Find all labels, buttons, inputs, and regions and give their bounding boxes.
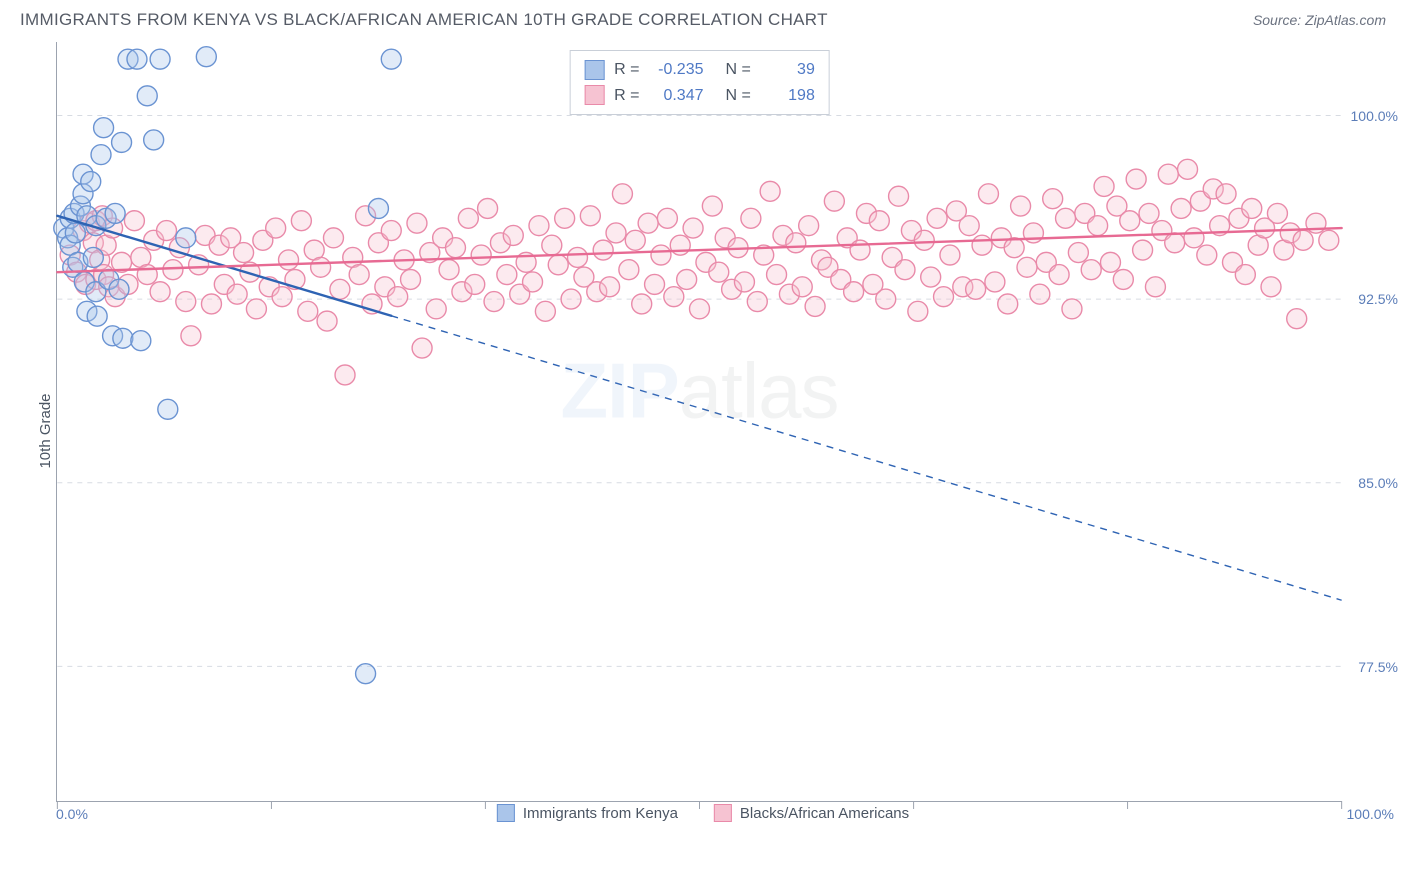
stats-r-label: R = — [614, 83, 639, 109]
stats-n-label: N = — [726, 83, 751, 109]
stats-n-value: 39 — [761, 57, 815, 83]
stats-row: R = 0.347 N = 198 — [584, 83, 815, 109]
stats-n-label: N = — [726, 57, 751, 83]
stats-r-label: R = — [614, 57, 639, 83]
legend-swatch — [714, 804, 732, 822]
legend-swatch — [497, 804, 515, 822]
y-tick-label: 100.0% — [1348, 108, 1398, 124]
stats-r-value: 0.347 — [650, 83, 704, 109]
stats-n-value: 198 — [761, 83, 815, 109]
chart-header: IMMIGRANTS FROM KENYA VS BLACK/AFRICAN A… — [0, 0, 1406, 36]
source-attribution: Source: ZipAtlas.com — [1253, 12, 1386, 28]
stats-swatch — [584, 60, 604, 80]
chart-area: 10th Grade ZIPatlas R =-0.235N =39R =0.3… — [0, 36, 1406, 826]
y-tick-label: 85.0% — [1348, 475, 1398, 491]
y-tick-label: 92.5% — [1348, 291, 1398, 307]
y-axis-label: 10th Grade — [37, 393, 54, 468]
x-axis-label-max: 100.0% — [1347, 806, 1394, 822]
legend-item: Immigrants from Kenya — [497, 804, 678, 822]
stats-swatch — [584, 85, 604, 105]
legend-label: Immigrants from Kenya — [523, 805, 678, 822]
legend-label: Blacks/African Americans — [740, 805, 909, 822]
correlation-stats-box: R = -0.235 N = 39 R = 0.347 N = 198 — [569, 50, 830, 115]
legend-item: Blacks/African Americans — [714, 804, 909, 822]
chart-legend: Immigrants from Kenya Blacks/African Amer… — [497, 804, 909, 822]
stats-r-value: -0.235 — [650, 57, 704, 83]
chart-title: IMMIGRANTS FROM KENYA VS BLACK/AFRICAN A… — [20, 10, 828, 30]
y-tick-label: 77.5% — [1348, 659, 1398, 675]
x-axis-label-min: 0.0% — [56, 806, 88, 822]
plot-area: ZIPatlas R =-0.235N =39R =0.347N =198 77… — [56, 42, 1342, 802]
stats-row: R = -0.235 N = 39 — [584, 57, 815, 83]
scatter-plot-svg — [57, 42, 1342, 801]
